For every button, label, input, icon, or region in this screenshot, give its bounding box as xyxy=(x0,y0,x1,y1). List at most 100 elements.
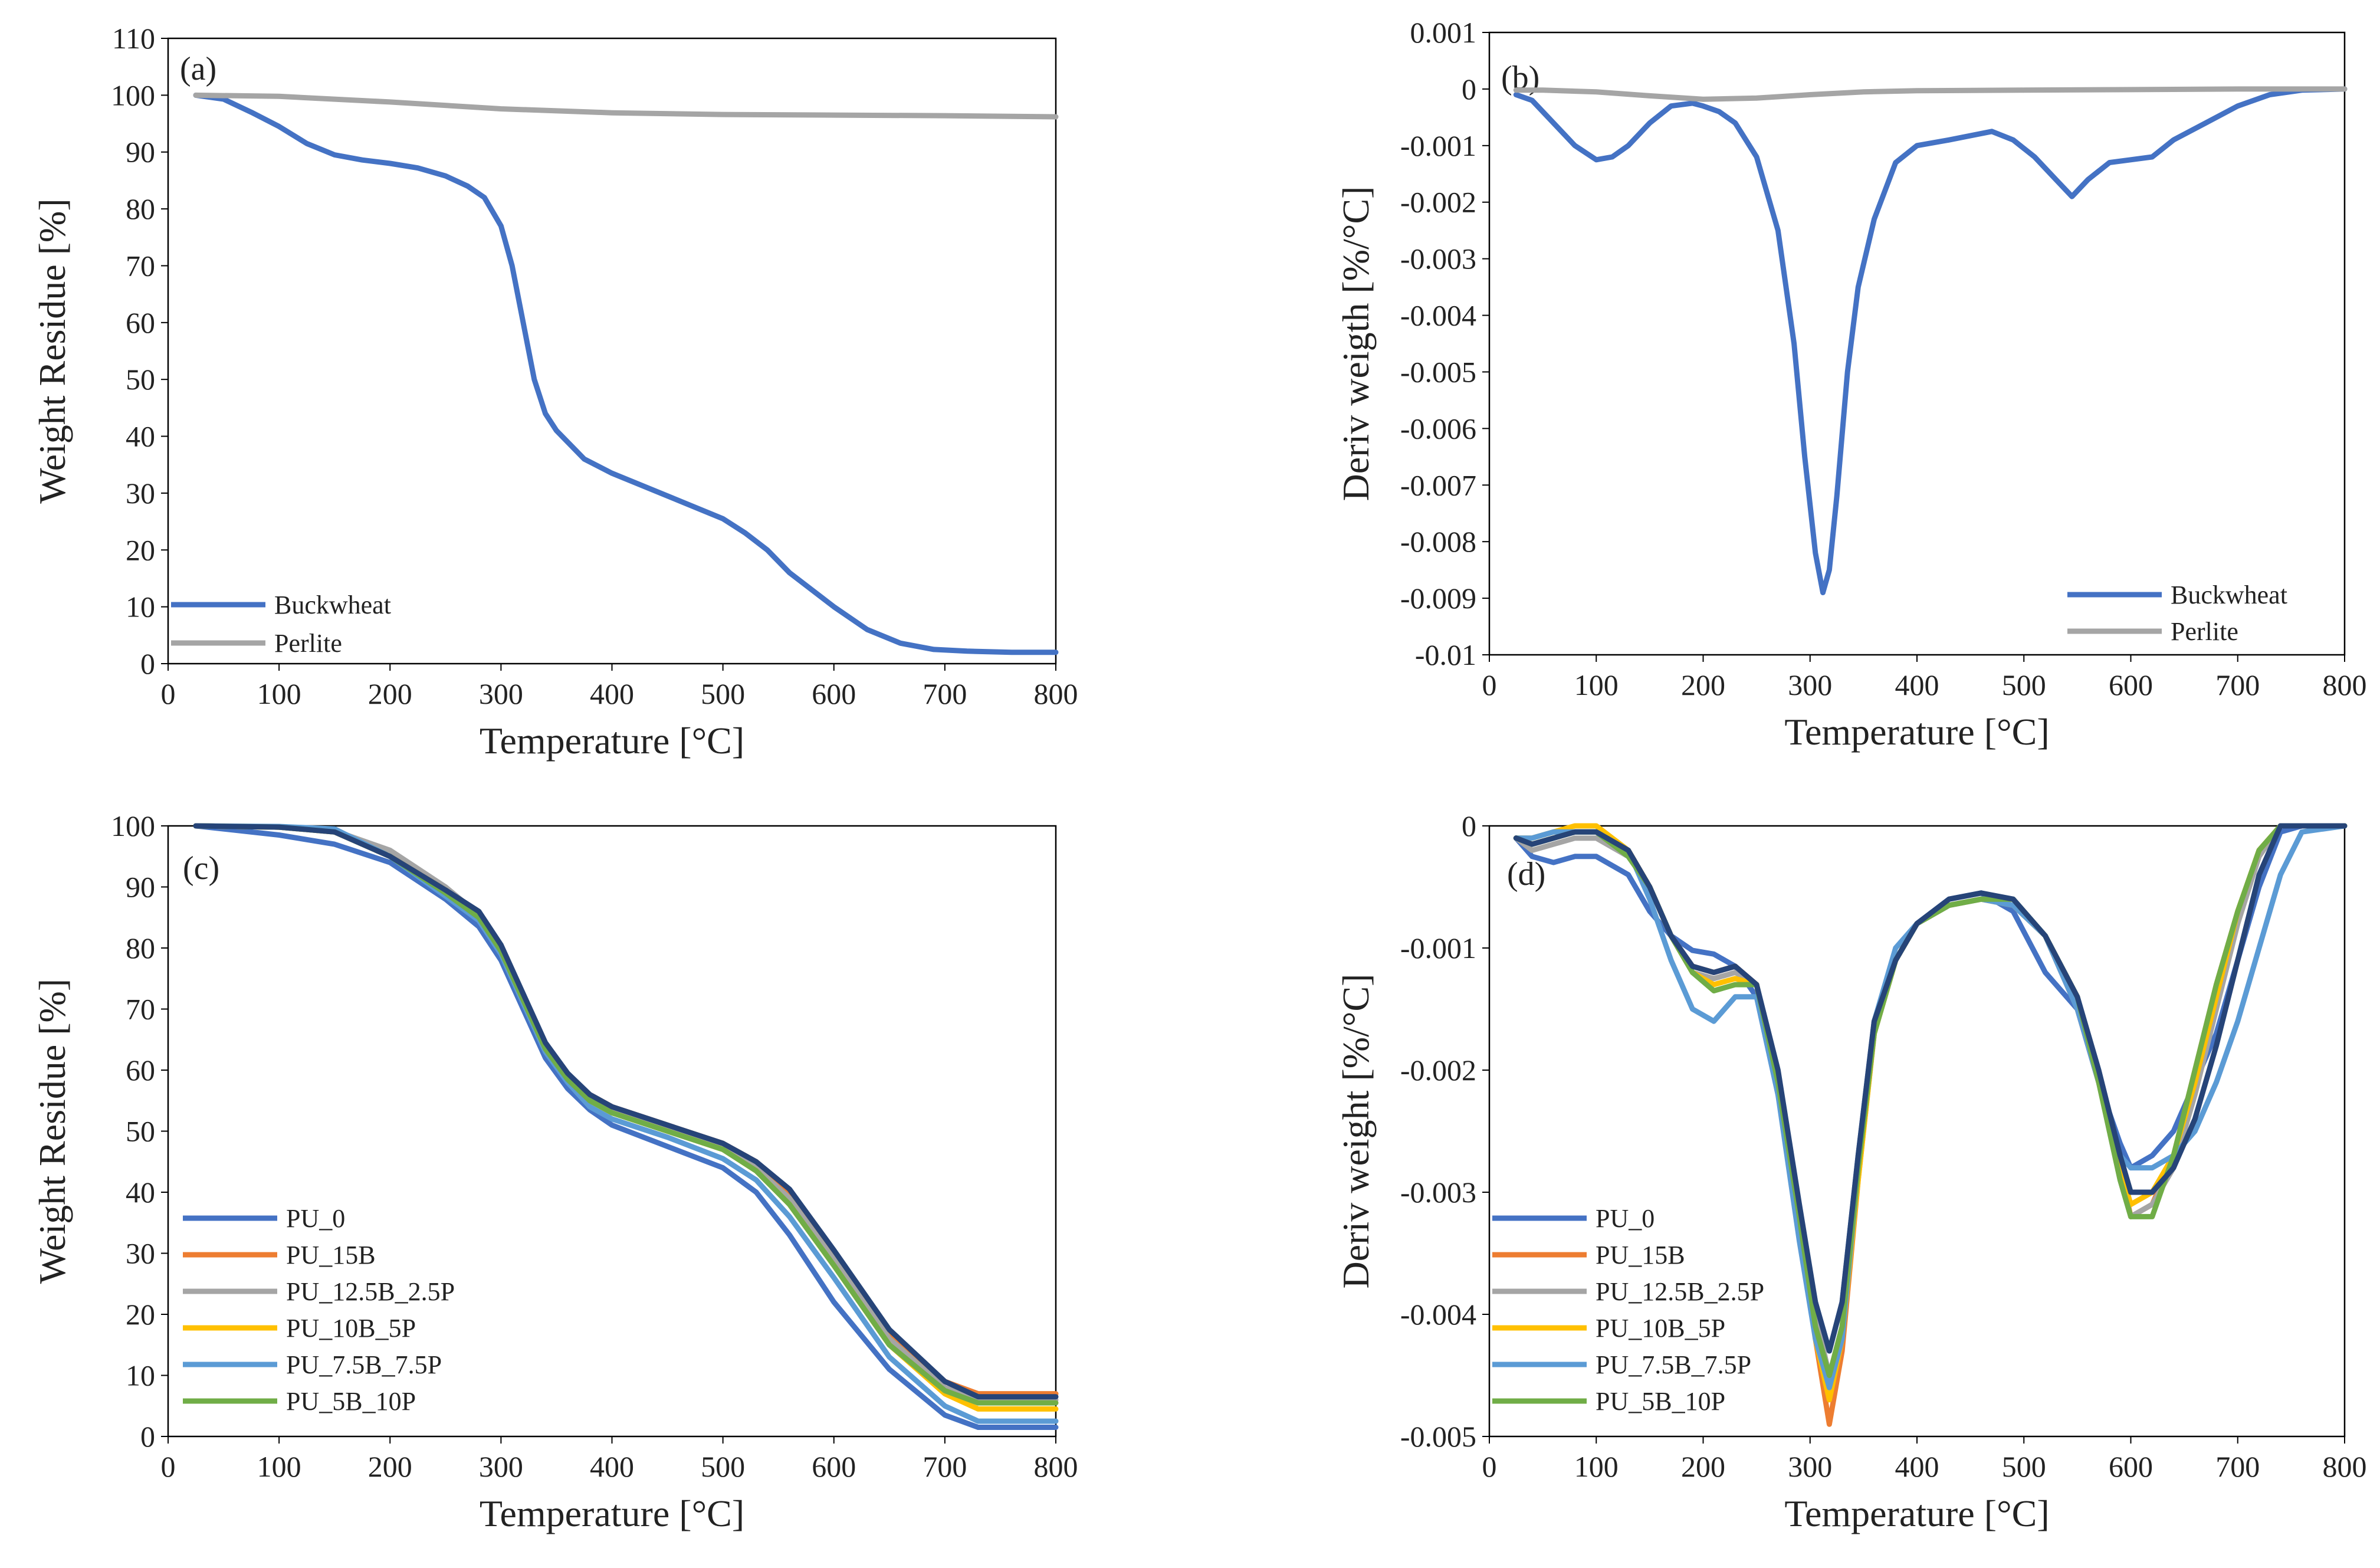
y-tick-label: 10 xyxy=(126,1359,155,1392)
plot-frame xyxy=(167,37,1057,665)
x-tick-label: 400 xyxy=(1895,1450,1939,1483)
y-tick-label: -0.009 xyxy=(1400,582,1476,615)
y-tick-label: -0.001 xyxy=(1400,931,1476,965)
legend-entry: Perlite xyxy=(274,629,342,658)
panel-c: 0 100 200 300 400 500 600 700 800 0 10 20 30 40 50 60 70… xyxy=(31,809,1078,1534)
y-tick-label: 20 xyxy=(126,1298,155,1331)
x-tick-label: 200 xyxy=(1681,1450,1725,1483)
y-axis-label: Deriv weight [%/°C] xyxy=(1335,974,1377,1289)
panel-b: 0 100 200 300 400 500 600 700 800 0.001 0 -0.001 -0.… xyxy=(1335,16,2367,753)
y-tick-label: -0.001 xyxy=(1400,129,1476,162)
y-tick-label: 60 xyxy=(126,306,155,339)
x-tick-label: 200 xyxy=(368,677,412,710)
x-tick-label: 300 xyxy=(479,677,523,710)
legend: Buckwheat Perlite xyxy=(2067,580,2287,646)
x-tick-label: 0 xyxy=(1482,1450,1497,1483)
legend-entry: PU_0 xyxy=(286,1204,345,1233)
x-tick-label: 200 xyxy=(368,1450,412,1483)
y-tick-label: 80 xyxy=(126,192,155,225)
x-tick-label: 100 xyxy=(257,1450,301,1483)
y-tick-label: 10 xyxy=(126,591,155,624)
plot-frame xyxy=(167,825,1057,1438)
panel-label: (d) xyxy=(1507,856,1545,893)
x-tick-label: 500 xyxy=(701,1450,745,1483)
x-axis-label: Temperature [°C] xyxy=(1784,711,2049,753)
x-axis-label: Temperature [°C] xyxy=(1784,1492,2049,1534)
x-tick-label: 500 xyxy=(2002,1450,2046,1483)
legend: PU_0 PU_15B PU_12.5B_2.5P PU_10B_5P PU_7.5B_… xyxy=(1492,1204,1764,1416)
x-tick-label: 600 xyxy=(812,677,856,710)
y-tick-label: -0.003 xyxy=(1400,242,1476,275)
y-tick-label: -0.007 xyxy=(1400,468,1476,501)
plot-frame xyxy=(1488,825,2346,1438)
y-tick-label: 0.001 xyxy=(1410,16,1477,49)
legend-entry: PU_12.5B_2.5P xyxy=(286,1277,455,1306)
panel-label: (a) xyxy=(180,51,216,87)
y-tick-label: 50 xyxy=(126,363,155,396)
y-tick-label: -0.008 xyxy=(1400,525,1476,558)
x-tick-label: 600 xyxy=(2109,668,2153,701)
x-tick-label: 700 xyxy=(923,1450,967,1483)
x-tick-label: 100 xyxy=(1574,1450,1619,1483)
series-line xyxy=(193,823,1059,1400)
y-tick-label: 40 xyxy=(126,1176,155,1209)
legend-entry: PU_15B xyxy=(1596,1241,1685,1270)
x-tick-label: 400 xyxy=(590,677,634,710)
x-tick-label: 300 xyxy=(1788,668,1832,701)
y-tick-label: -0.002 xyxy=(1400,186,1476,219)
x-tick-label: 700 xyxy=(923,677,967,710)
y-tick-label: 110 xyxy=(112,22,155,55)
x-tick-label: 0 xyxy=(161,1450,176,1483)
y-tick-label: 50 xyxy=(126,1115,155,1148)
y-tick-label: 0 xyxy=(1462,809,1476,842)
y-tick-label: 60 xyxy=(126,1054,155,1087)
x-tick-label: 600 xyxy=(2109,1450,2153,1483)
y-tick-label: -0.006 xyxy=(1400,412,1476,445)
legend-entry: PU_5B_10P xyxy=(286,1387,416,1416)
series-line xyxy=(193,92,1059,655)
y-tick-label: -0.005 xyxy=(1400,355,1476,388)
x-tick-label: 800 xyxy=(1034,1450,1078,1483)
y-tick-label: -0.004 xyxy=(1400,1298,1476,1331)
legend-entry: Buckwheat xyxy=(274,591,391,619)
x-tick-label: 800 xyxy=(2323,668,2367,701)
legend: PU_0 PU_15B PU_12.5B_2.5P PU_10B_5P PU_7.5B_… xyxy=(183,1204,455,1416)
x-tick-label: 800 xyxy=(1034,677,1078,710)
series-line xyxy=(193,92,1059,120)
y-tick-label: 80 xyxy=(126,931,155,965)
x-tick-label: 400 xyxy=(590,1450,634,1483)
legend-entry: Perlite xyxy=(2171,617,2238,646)
y-tick-label: -0.004 xyxy=(1400,299,1476,332)
x-tick-label: 700 xyxy=(2215,668,2260,701)
legend-entry: PU_7.5B_7.5P xyxy=(1596,1350,1751,1379)
x-tick-label: 300 xyxy=(479,1450,523,1483)
series-line xyxy=(1513,86,2348,595)
series-line xyxy=(193,823,1059,1430)
legend: Buckwheat Perlite xyxy=(171,591,391,658)
y-axis-label: Weight Residue [%] xyxy=(31,979,73,1284)
series-line xyxy=(1513,86,2348,102)
legend-entry: PU_10B_5P xyxy=(286,1314,416,1343)
y-tick-label: 70 xyxy=(126,993,155,1026)
y-axis-label: Weight Residue [%] xyxy=(31,198,73,503)
y-tick-label: 0 xyxy=(140,647,155,680)
y-axis-label: Deriv weigth [%/°C] xyxy=(1335,186,1377,501)
panel-label: (c) xyxy=(183,850,219,887)
x-axis-label: Temperature [°C] xyxy=(480,720,744,762)
y-tick-label: 70 xyxy=(126,249,155,282)
series-line xyxy=(1513,823,2348,1354)
y-tick-label: 20 xyxy=(126,533,155,566)
y-tick-label: -0.01 xyxy=(1415,638,1476,671)
legend-entry: PU_10B_5P xyxy=(1596,1314,1725,1343)
series-line xyxy=(1513,823,2348,1354)
y-tick-label: 90 xyxy=(126,871,155,904)
legend-entry: Buckwheat xyxy=(2171,580,2287,609)
x-tick-label: 100 xyxy=(1574,668,1619,701)
x-tick-label: 200 xyxy=(1681,668,1725,701)
x-tick-label: 600 xyxy=(812,1450,856,1483)
x-tick-label: 0 xyxy=(1482,668,1497,701)
y-tick-label: 0 xyxy=(1462,73,1476,106)
legend-entry: PU_0 xyxy=(1596,1204,1654,1233)
x-tick-label: 700 xyxy=(2215,1450,2260,1483)
